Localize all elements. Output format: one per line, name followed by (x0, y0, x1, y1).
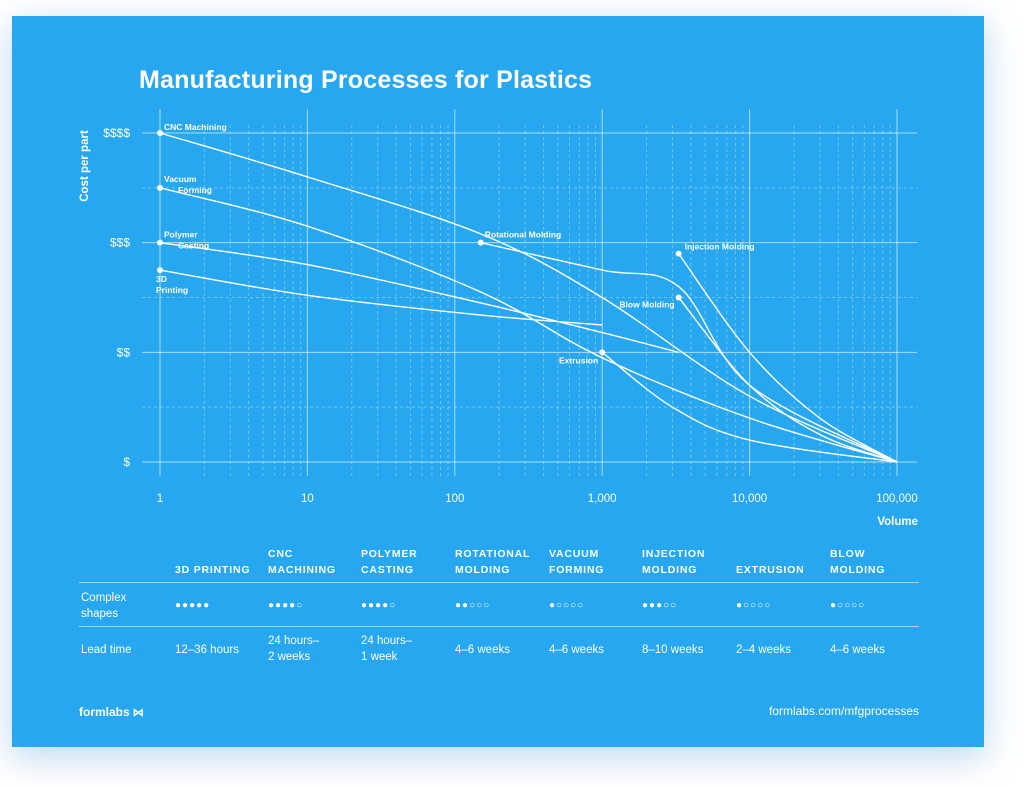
series-line-extrusion (601, 351, 898, 463)
point-label-line: Rotational Molding (485, 230, 562, 240)
point-label-line: Printing (156, 285, 188, 295)
cost-volume-chart: 1 10 100 1,000 10,000 100,000$$$$$$$$$$Volume… (79, 109, 918, 528)
y-axis-label: Cost per part (79, 130, 91, 202)
lead-time-value: 4–6 weeks (830, 644, 885, 656)
series-start-point-cnc-machining (157, 130, 163, 136)
point-label-line: Forming (178, 185, 212, 195)
point-label-line: Casting (178, 241, 209, 251)
complexity-rating: ●○○○○ (830, 600, 866, 611)
table-divider (79, 626, 919, 627)
point-label-line: Blow Molding (619, 300, 674, 310)
point-label-line: Vacuum (164, 174, 197, 184)
y-tick-label: $$$$ (103, 126, 130, 140)
series-line-injection-molding (678, 253, 898, 463)
column-header: 3D PRINTING (175, 564, 251, 576)
row-label-lead-time: Lead time (81, 644, 132, 656)
x-tick-label: 10,000 (732, 493, 767, 505)
series-line-vacuum-forming (159, 187, 898, 463)
series-start-point-extrusion (599, 349, 606, 356)
point-label: Vacuum Forming (164, 174, 212, 195)
x-tick-label: 100 (445, 493, 464, 505)
lead-time-value: 12–36 hours (175, 644, 239, 656)
y-tick-label: $ (123, 455, 130, 469)
column-header: EXTRUSION (736, 564, 805, 576)
point-label: Blow Molding (619, 300, 674, 310)
complexity-rating: ●●●●● (175, 600, 211, 611)
series-line-rotational-molding (480, 241, 898, 463)
series-start-point-blow-molding (675, 294, 682, 301)
y-tick-label: $$ (117, 345, 131, 359)
series-start-point-polymer-casting (157, 239, 163, 246)
column-header: INJECTION MOLDING (642, 548, 706, 576)
point-label: 3D Printing (156, 274, 188, 295)
column-header: ROTATIONAL MOLDING (455, 548, 531, 576)
point-label-line: CNC Machining (164, 122, 227, 132)
series-line-polymer-casting (159, 241, 679, 354)
complexity-rating: ●●●○○ (642, 600, 678, 611)
lead-time-value: 24 hours– 2 weeks (268, 635, 320, 663)
lead-time-value: 4–6 weeks (455, 644, 510, 656)
column-header: VACUUM FORMING (549, 548, 605, 576)
x-axis-label: Volume (877, 516, 918, 528)
point-label: Polymer Casting (164, 230, 209, 251)
point-label-line: Extrusion (559, 355, 598, 365)
series-start-point-injection-molding (675, 250, 682, 257)
brand-name: formlabs (79, 705, 130, 719)
complexity-rating: ●○○○○ (549, 600, 585, 611)
table-divider (79, 582, 919, 583)
series-line-blow-molding (678, 297, 898, 463)
lead-time-value: 8–10 weeks (642, 644, 704, 656)
complexity-rating: ●○○○○ (736, 600, 772, 611)
formlabs-logo: formlabs ⋈ (79, 705, 144, 719)
series-start-point-vacuum-forming (157, 184, 163, 191)
butterfly-logo-icon: ⋈ (132, 707, 144, 719)
point-label-line: 3D (156, 274, 167, 284)
column-header: BLOW MOLDING (830, 548, 886, 576)
point-label: CNC Machining (164, 122, 227, 132)
x-tick-label: 1,000 (588, 493, 617, 505)
column-header: CNC MACHINING (268, 548, 336, 576)
point-label-line: Polymer (164, 230, 198, 240)
lead-time-value: 2–4 weeks (736, 644, 791, 656)
lead-time-value: 4–6 weeks (549, 644, 604, 656)
series-line-cnc-machining (159, 132, 898, 463)
point-label: Rotational Molding (485, 230, 562, 240)
row-label-complex-shapes: Complex shapes (81, 592, 127, 620)
column-header: POLYMER CASTING (361, 548, 418, 576)
point-label: Extrusion (559, 355, 598, 365)
chart-title: Manufacturing Processes for Plastics (139, 66, 593, 94)
point-label: Injection Molding (685, 242, 755, 252)
series-start-point-3d-printing (157, 267, 163, 274)
series-line-3d-printing (159, 269, 603, 326)
lead-time-value: 24 hours– 1 week (361, 635, 413, 663)
footer-url: formlabs.com/mfgprocesses (768, 704, 919, 718)
series-start-point-rotational-molding (477, 239, 484, 246)
poster-card: Manufacturing Processes for Plastics 1 10… (12, 16, 984, 747)
x-tick-label: 10 (301, 493, 314, 505)
x-tick-label: 100,000 (876, 493, 918, 505)
x-tick-label: 1 (157, 493, 163, 505)
point-label-line: Injection Molding (685, 242, 755, 252)
complexity-rating: ●●●●○ (361, 600, 397, 611)
y-tick-label: $$$ (110, 236, 130, 250)
complexity-rating: ●●●●○ (268, 600, 304, 611)
complexity-rating: ●●○○○ (455, 600, 491, 611)
